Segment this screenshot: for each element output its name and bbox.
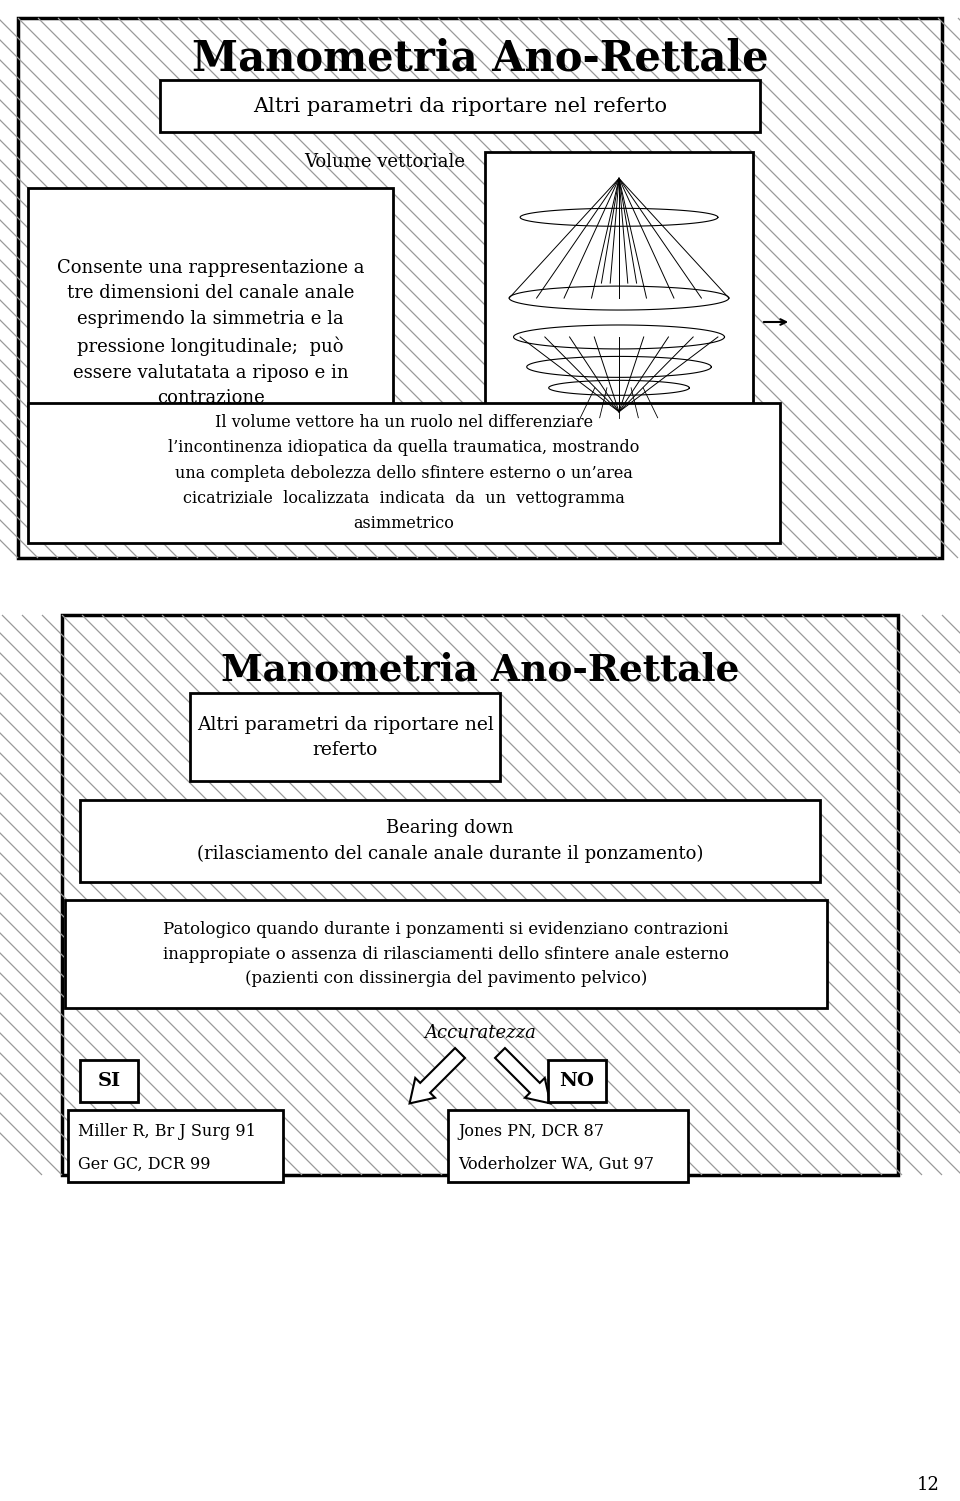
- FancyArrow shape: [495, 1048, 550, 1103]
- Bar: [68, 1111, 283, 1181]
- Text: Voderholzer WA, Gut 97: Voderholzer WA, Gut 97: [458, 1156, 654, 1172]
- Text: Il volume vettore ha un ruolo nel differenziare
l’incontinenza idiopatica da que: Il volume vettore ha un ruolo nel differ…: [168, 414, 639, 533]
- Bar: [190, 693, 500, 781]
- Text: Altri parametri da riportare nel referto: Altri parametri da riportare nel referto: [253, 96, 667, 116]
- Bar: [160, 80, 760, 132]
- Text: Bearing down
(rilasciamento del canale anale durante il ponzamento): Bearing down (rilasciamento del canale a…: [197, 818, 703, 863]
- Bar: [80, 800, 820, 883]
- Bar: [28, 188, 393, 477]
- Text: Consente una rappresentazione a
tre dimensioni del canale anale
esprimendo la si: Consente una rappresentazione a tre dime…: [57, 258, 364, 407]
- Text: Accuratezza: Accuratezza: [424, 1024, 536, 1042]
- Text: Manometria Ano-Rettale: Manometria Ano-Rettale: [221, 651, 739, 689]
- Text: Miller R, Br J Surg 91: Miller R, Br J Surg 91: [78, 1124, 256, 1141]
- Text: Altri parametri da riportare nel
referto: Altri parametri da riportare nel referto: [197, 716, 493, 758]
- Text: Patologico quando durante i ponzamenti si evidenziano contrazioni
inappropiate o: Patologico quando durante i ponzamenti s…: [163, 920, 729, 988]
- Bar: [80, 1060, 138, 1102]
- Text: Volume vettoriale: Volume vettoriale: [304, 153, 466, 171]
- Bar: [65, 901, 827, 1009]
- Bar: [448, 1111, 688, 1181]
- Text: Manometria Ano-Rettale: Manometria Ano-Rettale: [192, 38, 768, 80]
- Bar: [62, 615, 898, 1175]
- Bar: [548, 1060, 606, 1102]
- Bar: [485, 152, 753, 492]
- Bar: [18, 18, 942, 558]
- Text: SI: SI: [97, 1072, 121, 1090]
- FancyArrow shape: [410, 1048, 465, 1103]
- Text: Ger GC, DCR 99: Ger GC, DCR 99: [78, 1156, 210, 1172]
- Text: 12: 12: [917, 1475, 940, 1493]
- Text: Jones PN, DCR 87: Jones PN, DCR 87: [458, 1124, 604, 1141]
- Bar: [28, 402, 780, 543]
- Text: NO: NO: [560, 1072, 594, 1090]
